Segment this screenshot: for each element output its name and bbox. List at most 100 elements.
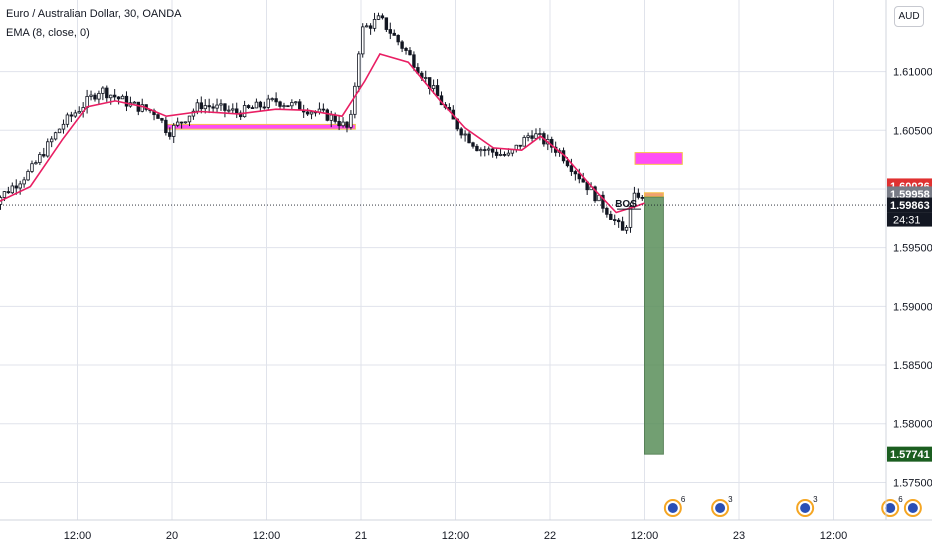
candle-body bbox=[172, 124, 176, 137]
event-icon-globe bbox=[885, 503, 896, 513]
candle-body bbox=[242, 105, 247, 118]
candle-body bbox=[120, 95, 125, 100]
event-count: 6 bbox=[681, 495, 686, 504]
candle-body bbox=[246, 105, 251, 108]
bos-label: BOS bbox=[615, 199, 637, 210]
grid bbox=[0, 0, 886, 520]
event-icon[interactable]: 3 bbox=[711, 495, 733, 517]
candle-body bbox=[593, 186, 597, 202]
price-label-current-bg bbox=[887, 197, 932, 213]
candle-body bbox=[534, 133, 538, 139]
candle-body bbox=[199, 102, 203, 110]
candle-body bbox=[34, 162, 38, 165]
event-icon[interactable] bbox=[903, 499, 922, 517]
candle-body bbox=[349, 113, 353, 128]
candle-body bbox=[223, 103, 227, 111]
candle-body bbox=[506, 152, 511, 156]
indicator-label[interactable]: EMA (8, close, 0) bbox=[6, 27, 90, 39]
candle-body bbox=[573, 171, 578, 175]
candle-body bbox=[101, 87, 105, 94]
currency-button[interactable]: AUD bbox=[894, 6, 924, 27]
entry-zone bbox=[644, 192, 664, 198]
candle-body bbox=[250, 107, 255, 109]
candle-body bbox=[262, 106, 266, 109]
time-tick-label: 21 bbox=[355, 530, 367, 542]
candle-body bbox=[392, 32, 396, 36]
candle-body bbox=[384, 17, 389, 30]
candle-body bbox=[6, 191, 11, 194]
candle-body bbox=[601, 194, 605, 209]
event-icon[interactable]: 6 bbox=[663, 495, 686, 517]
candle-body bbox=[187, 115, 192, 123]
candle-body bbox=[227, 109, 231, 112]
candle-body bbox=[132, 101, 137, 104]
candle-body bbox=[333, 114, 337, 122]
event-icon-globe bbox=[907, 503, 918, 513]
countdown-label: 24:31 bbox=[893, 215, 921, 227]
supply-zone bbox=[634, 152, 683, 165]
candle-body bbox=[294, 101, 298, 104]
annotations: BOS 6 3 3 6 bbox=[0, 199, 922, 517]
candle-body bbox=[258, 101, 263, 108]
candle-body bbox=[65, 114, 70, 125]
candle-body bbox=[235, 108, 239, 114]
time-tick-label: 12:00 bbox=[820, 530, 848, 542]
candle-body bbox=[487, 148, 491, 151]
candle-body bbox=[195, 102, 200, 112]
event-icon[interactable]: 6 bbox=[881, 495, 903, 517]
candle-body bbox=[616, 219, 621, 223]
time-tick-label: 12:00 bbox=[442, 530, 470, 542]
candle-body bbox=[160, 118, 164, 121]
candle-body bbox=[183, 121, 188, 124]
candle-body bbox=[577, 173, 581, 180]
price-label-target-bg bbox=[887, 446, 932, 462]
zones bbox=[165, 123, 683, 455]
candle-body bbox=[10, 185, 14, 194]
candle-body bbox=[140, 104, 144, 112]
candle-body bbox=[475, 145, 479, 152]
candle-body bbox=[69, 114, 74, 117]
candle-body bbox=[329, 114, 333, 121]
event-count: 3 bbox=[813, 495, 818, 504]
candle-body bbox=[605, 207, 609, 215]
event-icon[interactable]: 3 bbox=[796, 495, 818, 517]
candle-body bbox=[400, 41, 404, 49]
time-tick-label: 20 bbox=[166, 530, 178, 542]
candle-body bbox=[325, 109, 329, 121]
candle-body bbox=[18, 183, 22, 189]
price-tick-label: 1.58500 bbox=[893, 360, 932, 372]
candle-body bbox=[191, 110, 196, 117]
candle-body bbox=[530, 135, 534, 139]
chart-title: Euro / Australian Dollar, 30, OANDA bbox=[6, 8, 182, 20]
candle-body bbox=[30, 163, 34, 172]
time-tick-label: 12:00 bbox=[64, 530, 92, 542]
take-profit-area bbox=[644, 196, 664, 455]
event-icon-globe bbox=[667, 503, 678, 513]
candle-body bbox=[424, 77, 428, 79]
candle-body bbox=[620, 221, 625, 231]
candle-body bbox=[435, 85, 440, 97]
event-icon-globe bbox=[715, 503, 726, 513]
time-tick-label: 12:00 bbox=[631, 530, 659, 542]
candle-body bbox=[109, 94, 113, 99]
candle-body bbox=[282, 105, 286, 108]
candle-body bbox=[581, 178, 585, 183]
countdown-bg bbox=[887, 212, 932, 227]
candle-body bbox=[219, 103, 223, 106]
candle-body bbox=[286, 105, 290, 108]
candle-body bbox=[636, 192, 641, 198]
candle-body bbox=[628, 206, 633, 228]
price-tick-label: 1.58000 bbox=[893, 419, 932, 431]
candle-body bbox=[164, 119, 168, 134]
candle-body bbox=[431, 85, 436, 89]
candle-body bbox=[368, 25, 373, 29]
candle-body bbox=[341, 121, 345, 127]
candle-body bbox=[640, 197, 644, 199]
candle-body bbox=[309, 111, 314, 115]
time-tick-label: 23 bbox=[733, 530, 745, 542]
candle-body bbox=[408, 50, 412, 56]
candle-body bbox=[522, 137, 526, 147]
candle-body bbox=[207, 105, 211, 108]
